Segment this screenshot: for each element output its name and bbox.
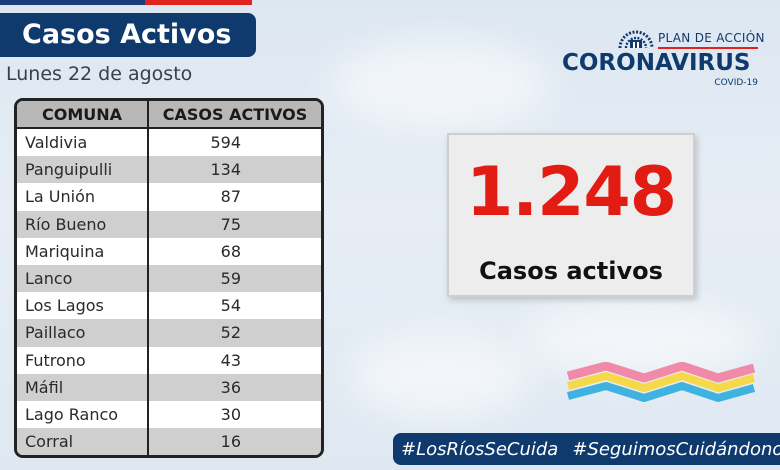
- casos-cell: 43: [220, 350, 241, 370]
- table-row: Valdivia 594: [17, 129, 321, 157]
- table-row: La Unión 87: [17, 183, 321, 211]
- logo-covid-text: COVID-19: [714, 78, 758, 88]
- table-header: COMUNA CASOS ACTIVOS: [17, 101, 321, 129]
- comuna-cell: Futrono: [17, 346, 149, 374]
- comuna-cell: Los Lagos: [17, 292, 149, 320]
- casos-cell: 36: [220, 377, 241, 397]
- casos-cell: 30: [220, 404, 241, 424]
- casos-cell: 594: [210, 133, 241, 152]
- comuna-cell: Máfil: [17, 373, 149, 401]
- table-row: Panguipulli 134: [17, 156, 321, 184]
- hashtag-seguimos: #SeguimosCuidándonos: [572, 438, 780, 460]
- casos-cell: 52: [220, 323, 241, 343]
- table-row: Máfil 36: [17, 373, 321, 401]
- logo-plan-text: PLAN DE ACCIÓN: [658, 31, 765, 45]
- table-body: Valdivia 594 Panguipulli 134 La Unión 87 Rí…: [17, 129, 321, 455]
- casos-cell: 75: [220, 214, 241, 234]
- comuna-cell: Lanco: [17, 264, 149, 293]
- page-title: Casos Activos: [0, 13, 256, 57]
- hashtag-los-rios: #LosRíosSeCuida: [401, 438, 559, 460]
- active-cases-total: 1.248: [465, 153, 677, 232]
- background-cloud: [350, 330, 530, 420]
- table-row: Río Bueno 75: [17, 210, 321, 238]
- table-row: Futrono 43: [17, 346, 321, 374]
- comuna-cell: Paillaco: [17, 319, 149, 347]
- casos-cell: 54: [220, 296, 241, 316]
- casos-cell: 87: [220, 187, 241, 207]
- comuna-cell: Corral: [17, 428, 149, 455]
- column-header-casos: CASOS ACTIVOS: [162, 105, 308, 124]
- comuna-cell: Río Bueno: [17, 210, 149, 238]
- flag-stripe: [0, 0, 252, 5]
- casos-cell: 16: [220, 432, 241, 452]
- plan-de-accion-logo: PLAN DE ACCIÓN CORONAVIRUS COVID-19: [560, 26, 764, 90]
- casos-cell: 59: [220, 268, 241, 288]
- table-row: Paillaco 52: [17, 319, 321, 347]
- table-row: Lanco 59: [17, 264, 321, 293]
- logo-divider: [658, 47, 758, 49]
- cases-table: COMUNA CASOS ACTIVOS Valdivia 594 Panguip…: [14, 98, 324, 458]
- comuna-cell: Mariquina: [17, 237, 149, 265]
- active-cases-counter: 1.248 Casos activos: [447, 133, 695, 297]
- column-header-comuna: COMUNA: [17, 101, 149, 127]
- background-cloud: [520, 300, 760, 380]
- table-row: Corral 16: [17, 428, 321, 455]
- background-cloud: [330, 40, 550, 130]
- casos-cell: 68: [220, 241, 241, 261]
- logo-coronavirus-text: CORONAVIRUS: [562, 50, 751, 76]
- casos-cell: 134: [210, 160, 241, 180]
- hashtag-bar: #LosRíosSeCuida #SeguimosCuidándonos: [393, 433, 780, 465]
- comuna-cell: La Unión: [17, 183, 149, 211]
- government-emblem-icon: [618, 30, 654, 49]
- comuna-cell: Panguipulli: [17, 156, 149, 184]
- decorative-waves-icon: [566, 362, 756, 402]
- comuna-cell: Lago Ranco: [17, 400, 149, 429]
- table-row: Lago Ranco 30: [17, 400, 321, 429]
- table-row: Los Lagos 54: [17, 292, 321, 320]
- table-row: Mariquina 68: [17, 237, 321, 265]
- comuna-cell: Valdivia: [17, 129, 149, 157]
- date-label: Lunes 22 de agosto: [6, 63, 193, 85]
- active-cases-label: Casos activos: [479, 257, 663, 285]
